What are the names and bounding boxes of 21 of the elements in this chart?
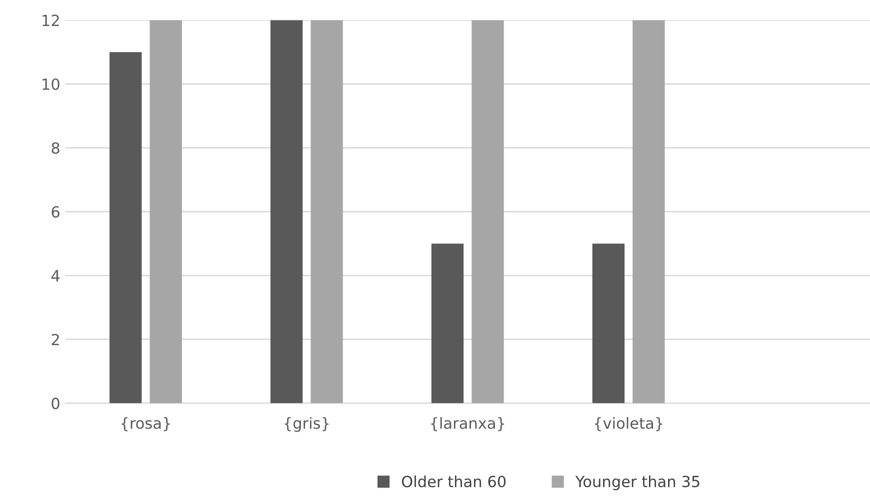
x-tick-label: {laranxa}: [431, 417, 504, 432]
bar: [310, 20, 343, 404]
bar: [472, 20, 504, 404]
y-tick-label: 6: [52, 206, 60, 218]
bar: [632, 20, 665, 404]
bar: [150, 20, 182, 404]
bar: [110, 52, 142, 404]
x-tick-label: {violeta}: [594, 417, 662, 432]
y-tick-label: 12: [42, 14, 59, 26]
y-tick-label: 8: [52, 142, 60, 154]
x-tick-label: {rosa}: [122, 417, 170, 432]
y-tick-label: 0: [52, 398, 60, 410]
x-tick-label: {gris}: [284, 417, 329, 432]
y-tick-label: 2: [52, 334, 59, 346]
legend-label: Younger than 35: [575, 475, 700, 490]
legend-label: Older than 60: [402, 475, 506, 488]
y-tick-label: 4: [51, 270, 60, 282]
bar: [592, 244, 625, 404]
bar: [270, 20, 303, 404]
bar: [431, 244, 464, 404]
y-tick-label: 10: [42, 78, 60, 90]
